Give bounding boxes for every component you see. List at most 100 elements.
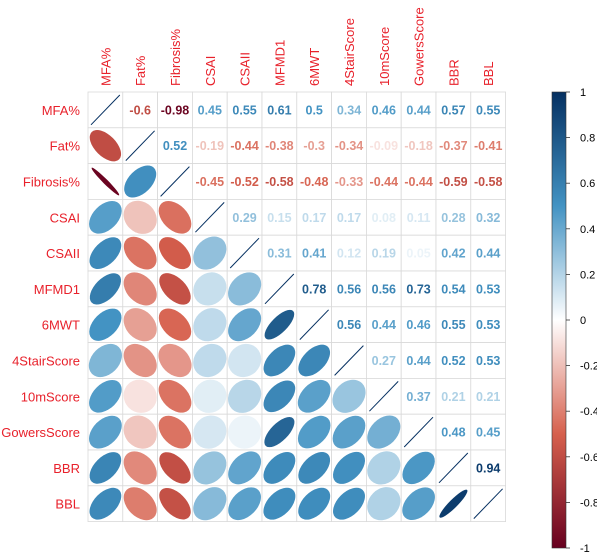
correlation-value: 0.53 (476, 354, 500, 368)
cell-MFMD1-6MWT: 0.78 (296, 270, 332, 308)
diagonal-mark (125, 130, 155, 161)
correlation-value: 0.08 (372, 211, 396, 225)
cell-MFMD1-BBR: 0.54 (435, 270, 472, 308)
cell-CSAII-4StairScore: 0.12 (331, 234, 367, 272)
cell-10mScore-MFMD1 (261, 377, 298, 415)
cell-Fibrosis%-Fibrosis% (157, 163, 193, 200)
cell-MFA%-MFA% (87, 91, 124, 129)
cell-border (435, 377, 472, 415)
cell-BBR-CSAII (226, 449, 263, 487)
correlation-ellipse (227, 415, 262, 449)
diagonal-mark (369, 381, 399, 412)
correlation-value: -0.38 (265, 139, 294, 153)
cell-CSAII-10mScore: 0.19 (365, 234, 402, 272)
correlation-ellipse (123, 415, 157, 449)
cell-BBL-CSAII (226, 485, 263, 522)
correlation-value: 0.57 (441, 103, 465, 117)
cell-Fibrosis%-Fat% (122, 163, 159, 200)
correlation-value: 0.37 (406, 390, 430, 404)
correlation-ellipse (159, 487, 191, 520)
cell-CSAII-GowersScore: 0.05 (400, 234, 437, 272)
cell-border (400, 91, 437, 129)
cell-border (470, 163, 506, 200)
cell-4StairScore-MFA% (87, 342, 124, 379)
correlation-value: 0.15 (267, 211, 291, 225)
cell-border (470, 342, 506, 379)
correlation-value: 0.27 (372, 354, 396, 368)
cell-BBL-CSAI (191, 485, 228, 522)
cell-MFMD1-BBL: 0.53 (470, 270, 506, 308)
colorbar-tick-label: -0.4 (580, 406, 597, 418)
correlation-value: -0.19 (196, 139, 225, 153)
cell-border (470, 377, 506, 415)
cell-BBL-6MWT (296, 485, 332, 522)
cell-BBR-BBR (435, 449, 472, 487)
cell-CSAI-BBL: 0.32 (470, 198, 506, 236)
correlation-value: 0.44 (372, 318, 396, 332)
correlation-value: 0.46 (372, 103, 396, 117)
cell-border (435, 306, 472, 343)
column-label: CSAII (238, 52, 253, 86)
cell-Fibrosis%-MFMD1: -0.58 (261, 163, 298, 200)
cell-CSAI-Fat% (122, 198, 159, 236)
cell-Fat%-CSAI: -0.19 (191, 127, 228, 165)
correlation-value: 0.55 (441, 318, 465, 332)
correlation-ellipse (89, 237, 122, 269)
correlation-ellipse (158, 237, 192, 270)
diagonal-mark (264, 273, 295, 305)
cell-MFA%-Fibrosis%: -0.98 (157, 91, 193, 129)
cell-4StairScore-4StairScore (331, 342, 367, 379)
correlation-value: -0.41 (474, 139, 503, 153)
colorbar-tick-label: -1 (580, 543, 590, 553)
cell-MFMD1-10mScore: 0.56 (365, 270, 402, 308)
cell-MFA%-CSAII: 0.55 (226, 91, 263, 129)
correlation-value: 0.54 (441, 282, 465, 296)
colorbar-tick-label: 0.8 (580, 133, 595, 145)
column-label: Fibrosis% (168, 28, 183, 86)
correlation-value: 0.5 (306, 103, 323, 117)
cell-border (296, 270, 332, 308)
cell-MFMD1-MFMD1 (261, 270, 298, 308)
cell-border (470, 449, 506, 487)
row-label: 6MWT (42, 318, 80, 333)
cell-border (191, 163, 228, 200)
cell-4StairScore-Fibrosis% (157, 342, 193, 379)
correlation-value: 0.78 (302, 282, 326, 296)
correlation-ellipse (228, 451, 262, 485)
cell-border (435, 413, 472, 451)
cell-GowersScore-6MWT (296, 413, 332, 451)
correlation-ellipse (123, 379, 157, 413)
correlation-ellipse (263, 451, 296, 484)
diagonal-mark (90, 94, 121, 126)
column-label: MFA% (98, 47, 113, 86)
cell-border (261, 198, 298, 236)
cell-6MWT-Fibrosis% (157, 306, 193, 343)
cell-border (470, 234, 506, 272)
colorbar-tick-label: -0.6 (580, 452, 597, 464)
correlation-ellipse (264, 417, 295, 448)
correlation-value: -0.45 (196, 175, 225, 189)
cell-MFMD1-CSAII (226, 270, 263, 308)
cell-CSAII-MFMD1: 0.31 (261, 234, 298, 272)
correlation-value: -0.44 (404, 175, 433, 189)
cell-10mScore-BBR: 0.21 (435, 377, 472, 415)
correlation-ellipse (123, 487, 157, 521)
cell-MFA%-CSAI: 0.45 (191, 91, 228, 129)
cell-Fibrosis%-GowersScore: -0.44 (400, 163, 437, 200)
correlation-ellipse (158, 308, 192, 341)
correlation-ellipse (367, 451, 401, 485)
cell-border (365, 127, 402, 165)
correlation-ellipse (297, 379, 331, 413)
cell-6MWT-CSAI (191, 306, 228, 343)
cell-border (365, 198, 402, 236)
column-label: 6MWT (307, 48, 322, 86)
column-label: BBR (446, 59, 461, 86)
cell-CSAII-MFA% (87, 234, 124, 272)
correlation-ellipse (89, 487, 122, 520)
cell-border (365, 306, 402, 343)
cell-GowersScore-Fibrosis% (157, 413, 193, 451)
correlation-value: 0.45 (198, 103, 222, 117)
correlation-value: -0.48 (300, 175, 329, 189)
correlation-ellipse (297, 415, 331, 449)
